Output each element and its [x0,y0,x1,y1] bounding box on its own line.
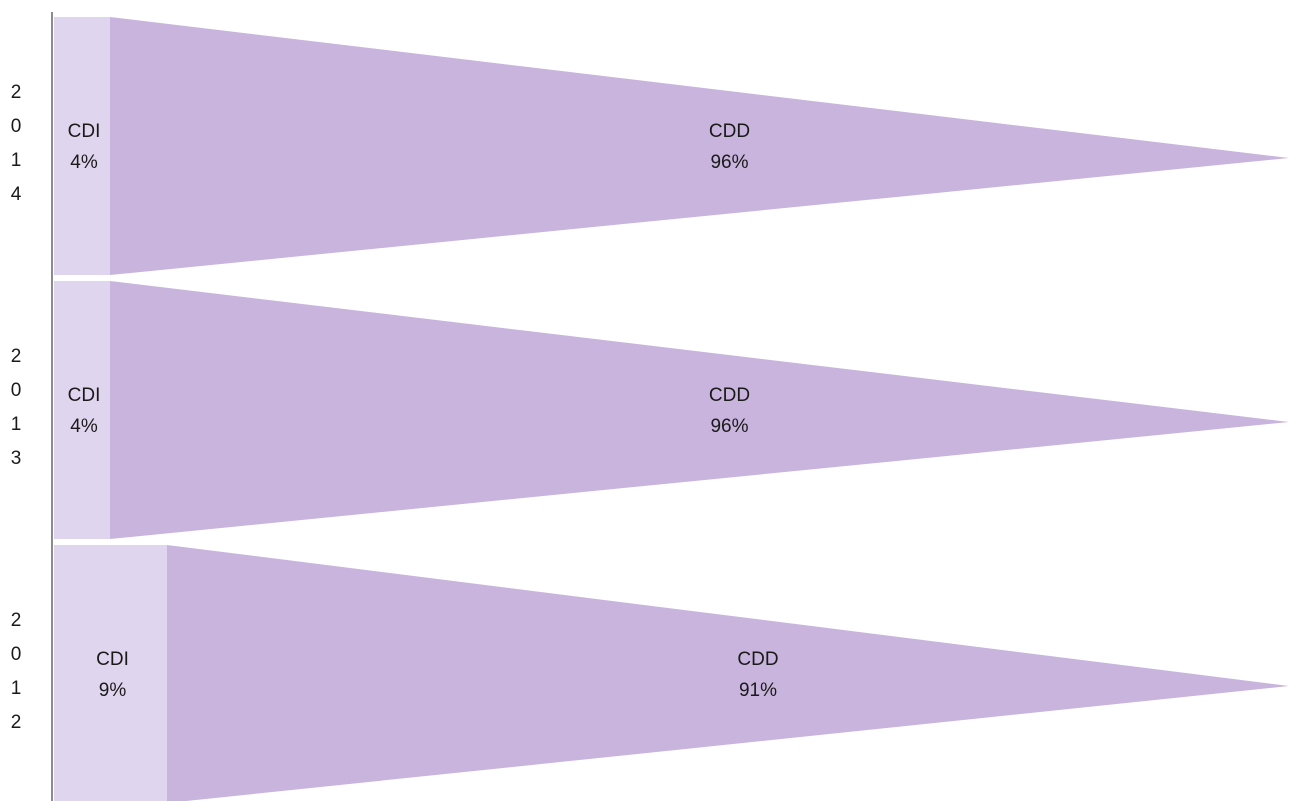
label-cdi-value-2013: 4% [70,416,98,437]
plot-area [54,17,1289,801]
label-cdd-name-2014: CDD [709,121,750,142]
label-cdi-value-2014: 4% [70,152,98,173]
label-cdd-value-2014: 96% [710,152,748,173]
category-labels: 2 0 1 4 2 0 1 3 2 0 1 2 [11,82,22,733]
label-cdi-name-2014: CDI [68,121,101,142]
label-cdi-name-2012: CDI [96,649,129,670]
bar-cdd-2014 [110,17,1289,275]
bar-cdi-2013 [54,281,110,539]
label-cdd-name-2012: CDD [737,649,778,670]
data-labels: CDI 4% CDD 96% CDI 4% CDD 96% CDI 9% CDD 91% [68,121,779,701]
bar-cdd-2012 [167,545,1289,801]
label-cdi-name-2013: CDI [68,385,101,406]
bar-cdi-2012 [54,545,167,801]
label-cdd-value-2013: 96% [710,416,748,437]
label-cdd-name-2013: CDD [709,385,750,406]
label-cdi-value-2012: 9% [99,680,127,701]
label-cdd-value-2012: 91% [739,680,777,701]
bar-cdd-2013 [110,281,1289,539]
bar-cdi-2014 [54,17,110,275]
